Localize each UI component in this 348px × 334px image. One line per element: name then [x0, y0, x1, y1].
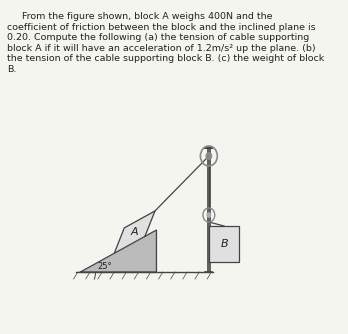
Text: From the figure shown, block A weighs 400N and the: From the figure shown, block A weighs 40…: [7, 12, 272, 21]
Circle shape: [206, 153, 212, 160]
Text: B: B: [220, 239, 228, 249]
Polygon shape: [114, 211, 155, 253]
Polygon shape: [80, 230, 157, 272]
Circle shape: [207, 212, 211, 217]
Text: 25°: 25°: [97, 262, 112, 271]
Text: the tension of the cable supporting block B. (c) the weight of block: the tension of the cable supporting bloc…: [7, 54, 324, 63]
Text: block A if it will have an acceleration of 1.2m/s² up the plane. (b): block A if it will have an acceleration …: [7, 43, 315, 52]
Text: B.: B.: [7, 64, 16, 73]
Bar: [209, 226, 239, 262]
Text: coefficient of friction between the block and the inclined plane is: coefficient of friction between the bloc…: [7, 22, 315, 31]
Text: A: A: [131, 227, 139, 237]
Text: 0.20. Compute the following (a) the tension of cable supporting: 0.20. Compute the following (a) the tens…: [7, 33, 309, 42]
